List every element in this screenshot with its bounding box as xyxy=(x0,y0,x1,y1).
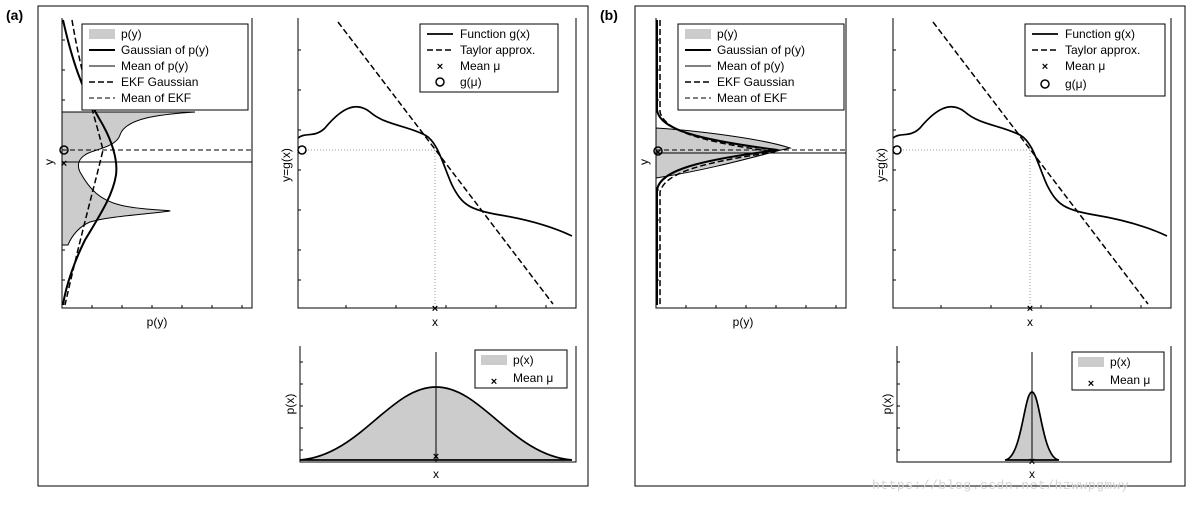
gx-b-g-mu-marker xyxy=(892,145,902,155)
py-plot-a: × y p(y) p(y) Gaussian of p(y) Mean of p… xyxy=(42,18,253,329)
py-b-legend-label-1: Gaussian of p(y) xyxy=(717,43,805,57)
gx-b-legend: × Function g(x) Taylor approx. Mean μ g(… xyxy=(1024,23,1166,97)
gx-b-taylor-approx xyxy=(932,21,1149,305)
panel-b-frame xyxy=(634,5,1186,487)
gx-a-legend-label-2: Mean μ xyxy=(460,59,500,73)
px-b-legend-label-1: Mean μ xyxy=(1110,373,1150,387)
gx-a-legend-label-1: Taylor approx. xyxy=(460,43,535,57)
gx-a-legend: × Function g(x) Taylor approx. Mean μ g(… xyxy=(419,23,559,93)
gx-a-function xyxy=(297,106,573,237)
py-b-legend-label-4: Mean of EKF xyxy=(717,91,787,105)
gx-plot-a-axes xyxy=(297,18,577,309)
gx-a-legend-box xyxy=(419,23,559,93)
py-a-legend-label-2: Mean of p(y) xyxy=(121,59,188,73)
px-b-legend-swatch xyxy=(1078,357,1104,367)
gx-a-legend-label-3: g(μ) xyxy=(460,75,482,89)
px-b-xlabel: x xyxy=(1029,467,1035,481)
gx-plot-b: × y=g(x) x × Function g(x) Taylor approx… xyxy=(874,18,1172,329)
gx-plot-a: × y=g(x) x × Function g(x) Taylor approx… xyxy=(279,18,577,329)
gx-a-legend-label-0: Function g(x) xyxy=(460,27,530,41)
gx-a-mean-marker: × xyxy=(432,303,438,315)
gx-a-legend-g-mu-marker xyxy=(435,77,445,87)
py-b-ylabel: y xyxy=(637,159,651,165)
py-b-g-mu-marker xyxy=(653,146,663,156)
px-b-legend-box xyxy=(1071,351,1165,391)
panel-b: (b) × y p(y) p(y) Gaussian of p(y) xyxy=(600,5,1186,487)
px-a-mean-marker: × xyxy=(433,451,439,463)
py-a-legend-swatch xyxy=(89,29,115,39)
py-b-legend-label-2: Mean of p(y) xyxy=(717,59,784,73)
px-plot-a-ticks xyxy=(300,361,303,451)
py-a-legend-label-1: Gaussian of p(y) xyxy=(121,43,209,57)
py-b-legend-label-0: p(y) xyxy=(717,27,738,41)
gx-b-function xyxy=(892,106,1168,237)
py-a-ylabel: y xyxy=(42,159,56,165)
gx-a-g-mu-marker xyxy=(297,145,307,155)
py-a-legend-label-4: Mean of EKF xyxy=(121,91,191,105)
px-plot-a: × p(x) x × p(x) Mean μ xyxy=(283,346,577,481)
px-b-ylabel: p(x) xyxy=(880,394,894,415)
gx-plot-b-ticks xyxy=(893,49,1142,308)
px-b-mean-marker: × xyxy=(1029,456,1035,468)
px-plot-b-ticks xyxy=(897,361,900,451)
py-b-legend-label-3: EKF Gaussian xyxy=(717,75,794,89)
gx-plot-a-ticks xyxy=(298,49,547,308)
gx-b-legend-mean-marker: × xyxy=(1042,61,1048,73)
py-a-legend-label-3: EKF Gaussian xyxy=(121,75,198,89)
py-a-distribution xyxy=(61,111,196,246)
gx-b-legend-label-1: Taylor approx. xyxy=(1065,43,1140,57)
py-a-g-mu-marker xyxy=(59,145,69,155)
py-a-gaussian-of-py xyxy=(62,19,118,306)
px-plot-b-axes xyxy=(896,346,1172,463)
gx-b-legend-label-3: g(μ) xyxy=(1065,77,1087,91)
panel-a-tag: (a) xyxy=(6,7,23,23)
px-a-xlabel: x xyxy=(433,467,439,481)
panel-b-tag: (b) xyxy=(600,7,618,23)
px-b-legend: × p(x) Mean μ xyxy=(1071,351,1165,391)
py-b-mean-marker: × xyxy=(655,147,661,159)
py-b-legend-swatch xyxy=(685,29,711,39)
gx-a-xlabel: x xyxy=(432,315,438,329)
gx-b-legend-label-2: Mean μ xyxy=(1065,59,1105,73)
py-a-mean-marker: × xyxy=(61,158,67,170)
px-b-legend-mean-marker: × xyxy=(1088,378,1094,390)
py-b-ekf-gaussian xyxy=(659,20,776,305)
gx-b-legend-g-mu-marker xyxy=(1040,79,1050,89)
px-a-legend-label-0: p(x) xyxy=(513,353,534,367)
px-a-legend-swatch xyxy=(481,355,507,365)
px-a-legend-mean-marker: × xyxy=(491,376,497,388)
watermark: https://blog.csdn.net/hzwwpgmwy xyxy=(872,478,1130,493)
panel-a: (a) × y p(y) p(y) Gaussian of xyxy=(6,5,589,487)
panel-a-frame xyxy=(37,5,589,487)
px-b-legend-label-0: p(x) xyxy=(1110,355,1131,369)
gx-b-ylabel: y=g(x) xyxy=(874,148,888,182)
py-plot-b: × y p(y) p(y) Gaussian of p(y) Mean of p… xyxy=(637,18,847,329)
gx-a-ylabel: y=g(x) xyxy=(279,148,293,182)
px-a-legend-label-1: Mean μ xyxy=(513,371,553,385)
gx-a-legend-mean-marker: × xyxy=(437,61,443,73)
gx-plot-b-axes xyxy=(892,18,1172,309)
gx-b-legend-label-0: Function g(x) xyxy=(1065,27,1135,41)
py-a-legend-label-0: p(y) xyxy=(121,27,142,41)
px-a-ylabel: p(x) xyxy=(283,394,297,415)
px-plot-b: × p(x) x × p(x) Mean μ xyxy=(880,346,1172,481)
gx-a-taylor-approx xyxy=(337,21,554,305)
px-plot-a-axes xyxy=(299,346,577,463)
py-a-xlabel: p(y) xyxy=(147,315,168,329)
py-a-legend: p(y) Gaussian of p(y) Mean of p(y) EKF G… xyxy=(81,23,249,111)
px-a-legend: × p(x) Mean μ xyxy=(474,349,568,389)
py-b-xlabel: p(y) xyxy=(733,315,754,329)
gx-b-mean-marker: × xyxy=(1027,303,1033,315)
py-b-legend: p(y) Gaussian of p(y) Mean of p(y) EKF G… xyxy=(677,23,845,111)
gx-b-xlabel: x xyxy=(1027,315,1033,329)
